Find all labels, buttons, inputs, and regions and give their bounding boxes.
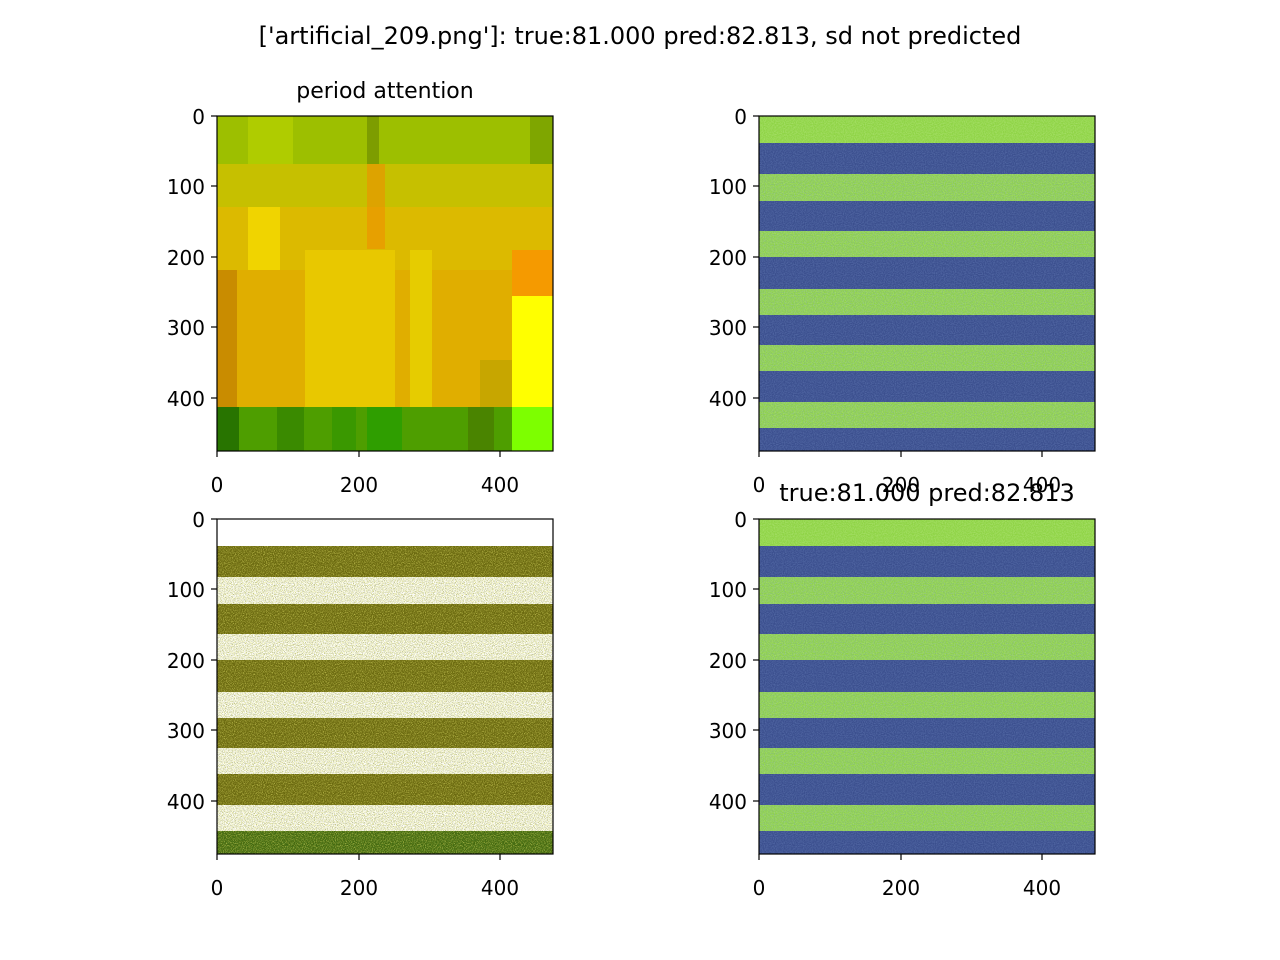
panel-1-x-axis: [216, 451, 501, 457]
panel-4-xtick: 0: [753, 876, 766, 900]
panel-4-ytick: 100: [709, 578, 747, 602]
panel-1-xtick: 0: [211, 473, 224, 497]
panel-stripes-input: 0 100 200 300 400 0 200 400: [709, 105, 1096, 497]
panel-4-title: true:81.000 pred:82.813: [779, 479, 1075, 507]
panel-4-frame: [758, 518, 1096, 855]
panel-3-ytick: 0: [192, 508, 205, 532]
panel-2-ytick: 200: [709, 246, 747, 270]
panel-period-attention: period attention: [167, 79, 554, 497]
panel-1-title: period attention: [296, 79, 473, 104]
panel-3-x-axis: [216, 854, 501, 860]
panel-3-ytick: 200: [167, 649, 205, 673]
panel-4-y-axis: [753, 518, 759, 802]
panel-3-y-axis: [211, 518, 217, 802]
panel-1-ytick: 0: [192, 105, 205, 129]
panel-2-x-axis: [758, 451, 1043, 457]
panel-4-ytick: 400: [709, 790, 747, 814]
panel-4-x-axis: [758, 854, 1043, 860]
panel-1-y-axis: [211, 115, 217, 399]
panel-3-xtick: 0: [211, 876, 224, 900]
panel-3-xtick: 400: [481, 876, 519, 900]
panel-stripes-prediction: 0 100 200 300 400 0 200 400 true:81.000 …: [709, 479, 1096, 900]
panel-2-ytick: 0: [734, 105, 747, 129]
panel-2-image: [759, 116, 1095, 451]
panel-3-ytick: 100: [167, 578, 205, 602]
panel-masked-stripes: 0 100 200 300 400 0 200 400: [167, 508, 554, 900]
panel-4-ytick: 0: [734, 508, 747, 532]
panel-3-frame: [216, 518, 554, 855]
panel-1-frame: [216, 115, 554, 452]
panel-2-ytick: 300: [709, 316, 747, 340]
panel-4-ytick: 200: [709, 649, 747, 673]
panel-1-xtick: 400: [481, 473, 519, 497]
panel-2-xtick: 200: [882, 473, 920, 497]
panel-4-xtick: 200: [882, 876, 920, 900]
panel-3-xtick: 200: [340, 876, 378, 900]
panel-1-ytick: 100: [167, 175, 205, 199]
panel-1-ytick: 200: [167, 246, 205, 270]
panel-1-image: [217, 116, 553, 451]
panel-2-xtick: 400: [1023, 473, 1061, 497]
panel-3-ytick: 400: [167, 790, 205, 814]
panel-4-ytick: 300: [709, 719, 747, 743]
panel-3-ytick: 300: [167, 719, 205, 743]
figure-suptitle: ['artificial_209.png']: true:81.000 pred…: [259, 22, 1022, 50]
panel-3-image: [217, 519, 553, 854]
panel-4-xtick: 400: [1023, 876, 1061, 900]
panel-1-ytick: 400: [167, 387, 205, 411]
panel-2-frame: [758, 115, 1096, 452]
panel-2-ytick: 400: [709, 387, 747, 411]
panel-4-image: [759, 519, 1095, 854]
panel-1-xtick: 200: [340, 473, 378, 497]
panel-2-ytick: 100: [709, 175, 747, 199]
panel-2-y-axis: [753, 115, 759, 399]
panel-2-xtick: 0: [753, 473, 766, 497]
panel-1-ytick: 300: [167, 316, 205, 340]
